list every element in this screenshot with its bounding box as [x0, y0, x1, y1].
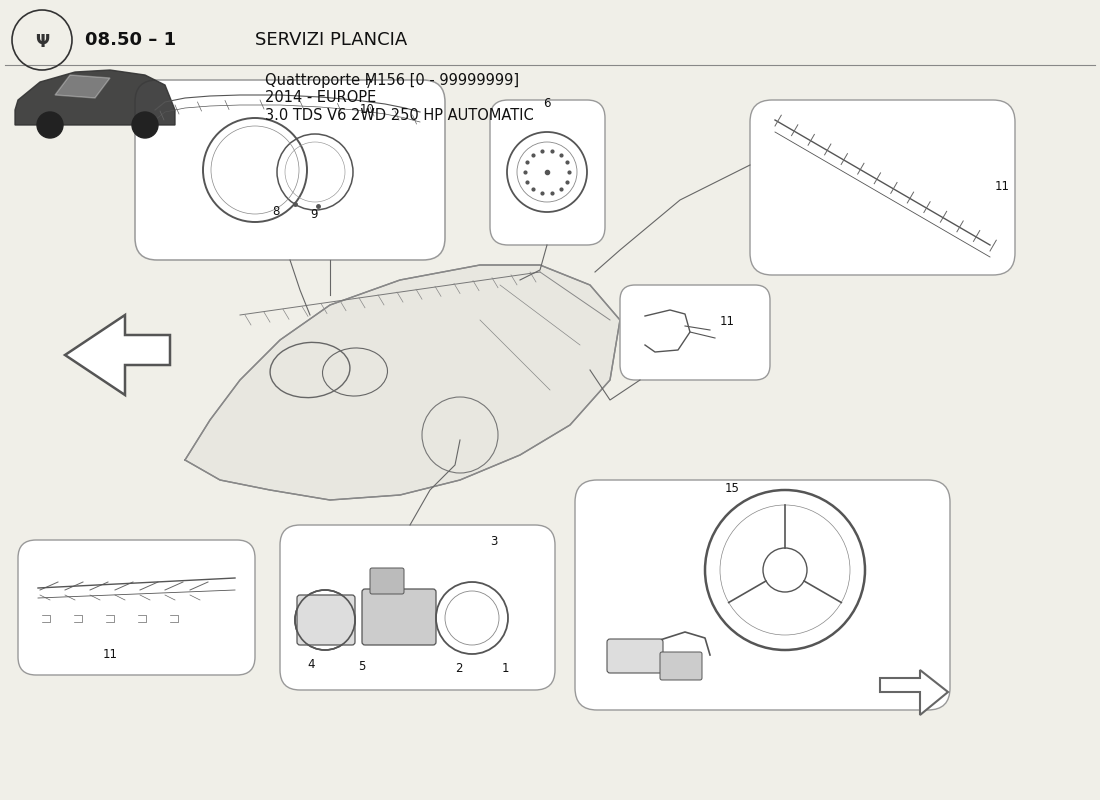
Text: 11: 11 [720, 315, 735, 328]
Text: 08.50 – 1: 08.50 – 1 [85, 31, 176, 49]
FancyBboxPatch shape [280, 525, 556, 690]
Text: Quattroporte M156 [0 - 99999999]: Quattroporte M156 [0 - 99999999] [265, 73, 519, 87]
FancyBboxPatch shape [575, 480, 950, 710]
Text: 11: 11 [996, 180, 1010, 193]
Text: SERVIZI PLANCIA: SERVIZI PLANCIA [255, 31, 407, 49]
FancyBboxPatch shape [620, 285, 770, 380]
FancyBboxPatch shape [18, 540, 255, 675]
Polygon shape [65, 315, 170, 395]
Text: 8: 8 [272, 205, 279, 218]
FancyBboxPatch shape [370, 568, 404, 594]
Text: Ψ: Ψ [35, 33, 50, 51]
Text: 9: 9 [310, 208, 318, 221]
FancyBboxPatch shape [135, 80, 446, 260]
FancyBboxPatch shape [607, 639, 663, 673]
Text: 15: 15 [725, 482, 740, 495]
FancyBboxPatch shape [297, 595, 355, 645]
Text: 1: 1 [502, 662, 509, 675]
Text: 3: 3 [490, 535, 497, 548]
Text: 5: 5 [358, 660, 365, 673]
Text: 11: 11 [102, 648, 118, 661]
FancyBboxPatch shape [490, 100, 605, 245]
Text: 7: 7 [365, 78, 373, 91]
Circle shape [37, 112, 63, 138]
Polygon shape [185, 265, 620, 500]
Polygon shape [55, 75, 110, 98]
Text: 3.0 TDS V6 2WD 250 HP AUTOMATIC: 3.0 TDS V6 2WD 250 HP AUTOMATIC [265, 109, 534, 123]
Text: 10: 10 [360, 103, 375, 116]
Text: 4: 4 [307, 658, 315, 671]
Text: 2: 2 [455, 662, 462, 675]
Text: 2014 - EUROPE: 2014 - EUROPE [265, 90, 376, 106]
Polygon shape [880, 670, 948, 715]
FancyBboxPatch shape [362, 589, 436, 645]
Text: 6: 6 [543, 97, 550, 110]
Circle shape [132, 112, 158, 138]
FancyBboxPatch shape [660, 652, 702, 680]
Polygon shape [15, 70, 175, 125]
FancyBboxPatch shape [750, 100, 1015, 275]
